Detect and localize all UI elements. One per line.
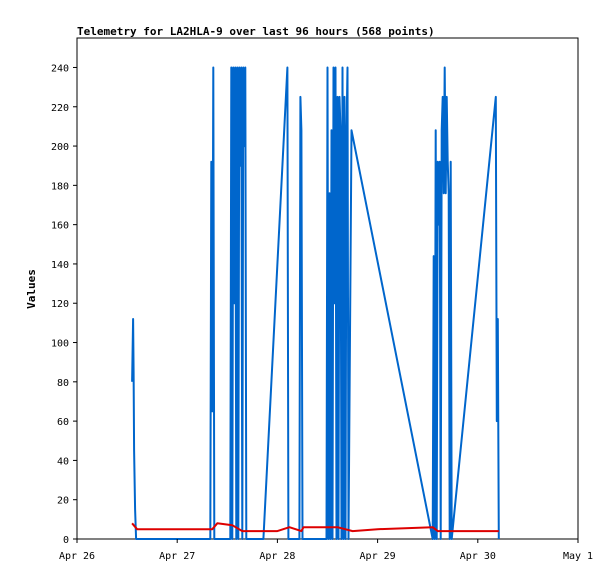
x-tick-label: Apr 27 [159,551,195,562]
x-tick-label: Apr 29 [360,551,396,562]
y-tick-label: 120 [51,299,69,310]
y-tick-label: 20 [57,496,69,507]
y-tick-label: 100 [51,339,69,350]
x-tick-label: Apr 28 [259,551,295,562]
chart-title: Telemetry for LA2HLA-9 over last 96 hour… [77,25,435,38]
x-tick-label: Apr 26 [59,551,95,562]
x-tick-label: May 1 [563,551,593,562]
y-tick-label: 200 [51,142,69,153]
x-axis-ticks: Apr 26 Apr 27 Apr 28 Apr 29 Apr 30 May 1 [59,539,593,562]
y-tick-label: 0 [63,535,69,546]
y-tick-label: 60 [57,417,69,428]
series-line-1 [131,66,500,540]
y-tick-label: 80 [57,378,69,389]
y-tick-label: 140 [51,260,69,271]
y-axis-ticks: 0 20 40 60 80 100 120 140 160 180 200 220 240 [51,63,77,546]
y-tick-label: 240 [51,63,69,74]
x-tick-label: Apr 30 [460,551,496,562]
y-tick-label: 180 [51,181,69,192]
y-tick-label: 220 [51,103,69,114]
y-axis-label: Values [25,269,38,309]
y-tick-label: 40 [57,456,69,467]
series-line-2 [131,522,499,533]
y-tick-label: 160 [51,221,69,232]
series-layer [131,66,500,540]
